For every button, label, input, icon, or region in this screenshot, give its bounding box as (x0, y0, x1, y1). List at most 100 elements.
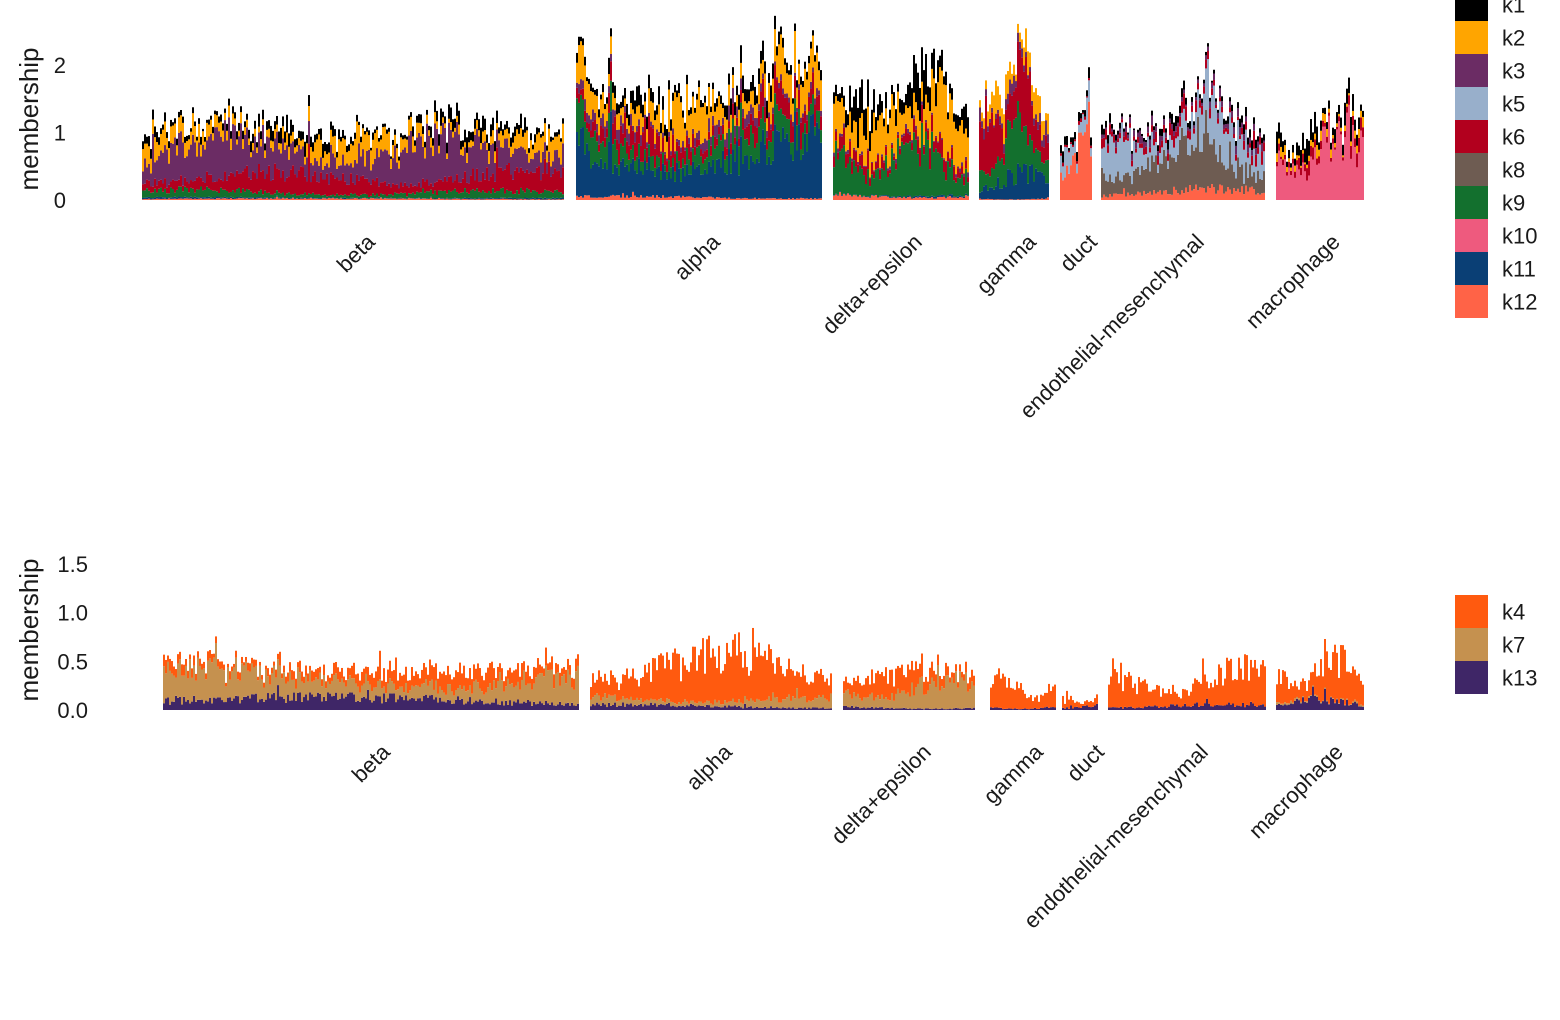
bar-segment-k6 (1007, 104, 1009, 120)
bar-segment-k7 (207, 660, 209, 702)
bar-segment-k13 (565, 703, 567, 710)
bar-segment-k1 (1334, 129, 1336, 144)
bar-segment-k1 (1133, 128, 1135, 131)
bar-segment-k13 (760, 707, 762, 710)
bar-segment-k2 (1033, 92, 1035, 119)
bar-segment-k5 (1193, 133, 1195, 151)
bar-segment-k3 (706, 140, 708, 150)
bar-segment-k4 (883, 676, 885, 699)
bar-segment-k7 (533, 683, 535, 702)
bar-segment-k6 (1060, 153, 1062, 156)
bar-segment-k7 (343, 682, 345, 699)
bar-segment-k1 (396, 143, 398, 149)
bar-segment-k1 (808, 55, 810, 64)
bar-segment-k12 (782, 199, 784, 200)
bar-segment-k4 (473, 664, 475, 682)
bar-segment-k2 (889, 118, 891, 167)
bar-segment-k9 (466, 192, 468, 199)
bar-segment-k1 (512, 132, 514, 143)
bar-segment-k9 (424, 192, 426, 199)
bar-segment-k4 (859, 683, 861, 699)
bar-segment-k1 (905, 93, 907, 106)
bar-segment-k2 (434, 112, 436, 124)
bar-segment-k11 (732, 149, 734, 199)
bar-segment-k10 (1348, 104, 1350, 200)
bar-segment-k1 (931, 52, 933, 69)
bar-segment-k3 (272, 151, 274, 180)
bar-segment-k3 (306, 157, 308, 182)
bar-segment-k10 (1294, 177, 1296, 200)
bar-segment-k1 (492, 117, 494, 131)
bar-segment-k6 (438, 179, 440, 191)
bar-segment-k6 (402, 186, 404, 194)
bar-segment-k1 (576, 52, 578, 63)
bar-segment-k6 (724, 147, 726, 160)
legend-swatch-k6 (1455, 120, 1488, 153)
bar-segment-k12 (734, 198, 736, 200)
bar-segment-k2 (612, 92, 614, 110)
bar-segment-k9 (688, 159, 690, 175)
bar-segment-k4 (223, 664, 225, 671)
bar-segment-k5 (1076, 163, 1078, 174)
bar-segment-k1 (859, 87, 861, 118)
bar-segment-k9 (206, 186, 208, 197)
bar-segment-k7 (638, 700, 640, 705)
bar-segment-k8 (1195, 147, 1197, 185)
bar-segment-k6 (849, 141, 851, 157)
bar-segment-k7 (273, 665, 275, 693)
bar-segment-k3 (392, 158, 394, 184)
bar-segment-k6 (1129, 123, 1131, 128)
bar-segment-k3 (774, 61, 776, 66)
bar-segment-k1 (877, 104, 879, 121)
bar-segment-k7 (788, 694, 790, 708)
bar-segment-k12 (1078, 132, 1080, 200)
bar-segment-k6 (212, 182, 214, 191)
bar-segment-k13 (606, 707, 608, 710)
bar-segment-k8 (1169, 154, 1171, 195)
bar-segment-k7 (229, 679, 231, 698)
bar-segment-k13 (519, 703, 521, 710)
bar-segment-k1 (734, 102, 736, 116)
bar-segment-k1 (202, 128, 204, 132)
bar-segment-k2 (274, 129, 276, 139)
bar-segment-k11 (324, 197, 326, 199)
bar-segment-k6 (792, 126, 794, 143)
bar-segment-k12 (234, 199, 236, 200)
bar-segment-k4 (728, 652, 730, 702)
bar-segment-k12 (700, 198, 702, 200)
bar-segment-k3 (762, 73, 764, 79)
bar-segment-k1 (909, 82, 911, 107)
bar-segment-k12 (712, 197, 714, 200)
bar-segment-k7 (565, 683, 567, 704)
bar-segment-k1 (584, 56, 586, 66)
bar-segment-k6 (558, 170, 560, 192)
bar-segment-k11 (762, 129, 764, 199)
bar-segment-k4 (303, 676, 305, 684)
bar-segment-k2 (366, 131, 368, 152)
bar-segment-k9 (752, 133, 754, 162)
bar-segment-k11 (891, 196, 893, 198)
bar-segment-k6 (622, 133, 624, 147)
bar-segment-k9 (546, 190, 548, 199)
bar-segment-k3 (312, 165, 314, 176)
bar-segment-k7 (618, 700, 620, 706)
bar-segment-k4 (185, 658, 187, 666)
bar-segment-k9 (372, 193, 374, 198)
bar-segment-k2 (901, 114, 903, 135)
bar-segment-k1 (1105, 120, 1107, 128)
bar-segment-k4 (399, 672, 401, 687)
bar-segment-k11 (578, 145, 580, 198)
bar-segment-k1 (1163, 115, 1165, 120)
bar-segment-k6 (252, 171, 254, 194)
bar-segment-k12 (1173, 186, 1175, 200)
bar-segment-k3 (414, 152, 416, 186)
bar-segment-k13 (672, 705, 674, 710)
bar-segment-k2 (268, 128, 270, 138)
bar-segment-k6 (730, 143, 732, 155)
bar-segment-k11 (917, 196, 919, 198)
bar-segment-k11 (684, 176, 686, 198)
bar-segment-k7 (257, 680, 259, 703)
bar-segment-k4 (249, 663, 251, 672)
bar-segment-k1 (1113, 129, 1115, 135)
bar-segment-k12 (670, 196, 672, 200)
